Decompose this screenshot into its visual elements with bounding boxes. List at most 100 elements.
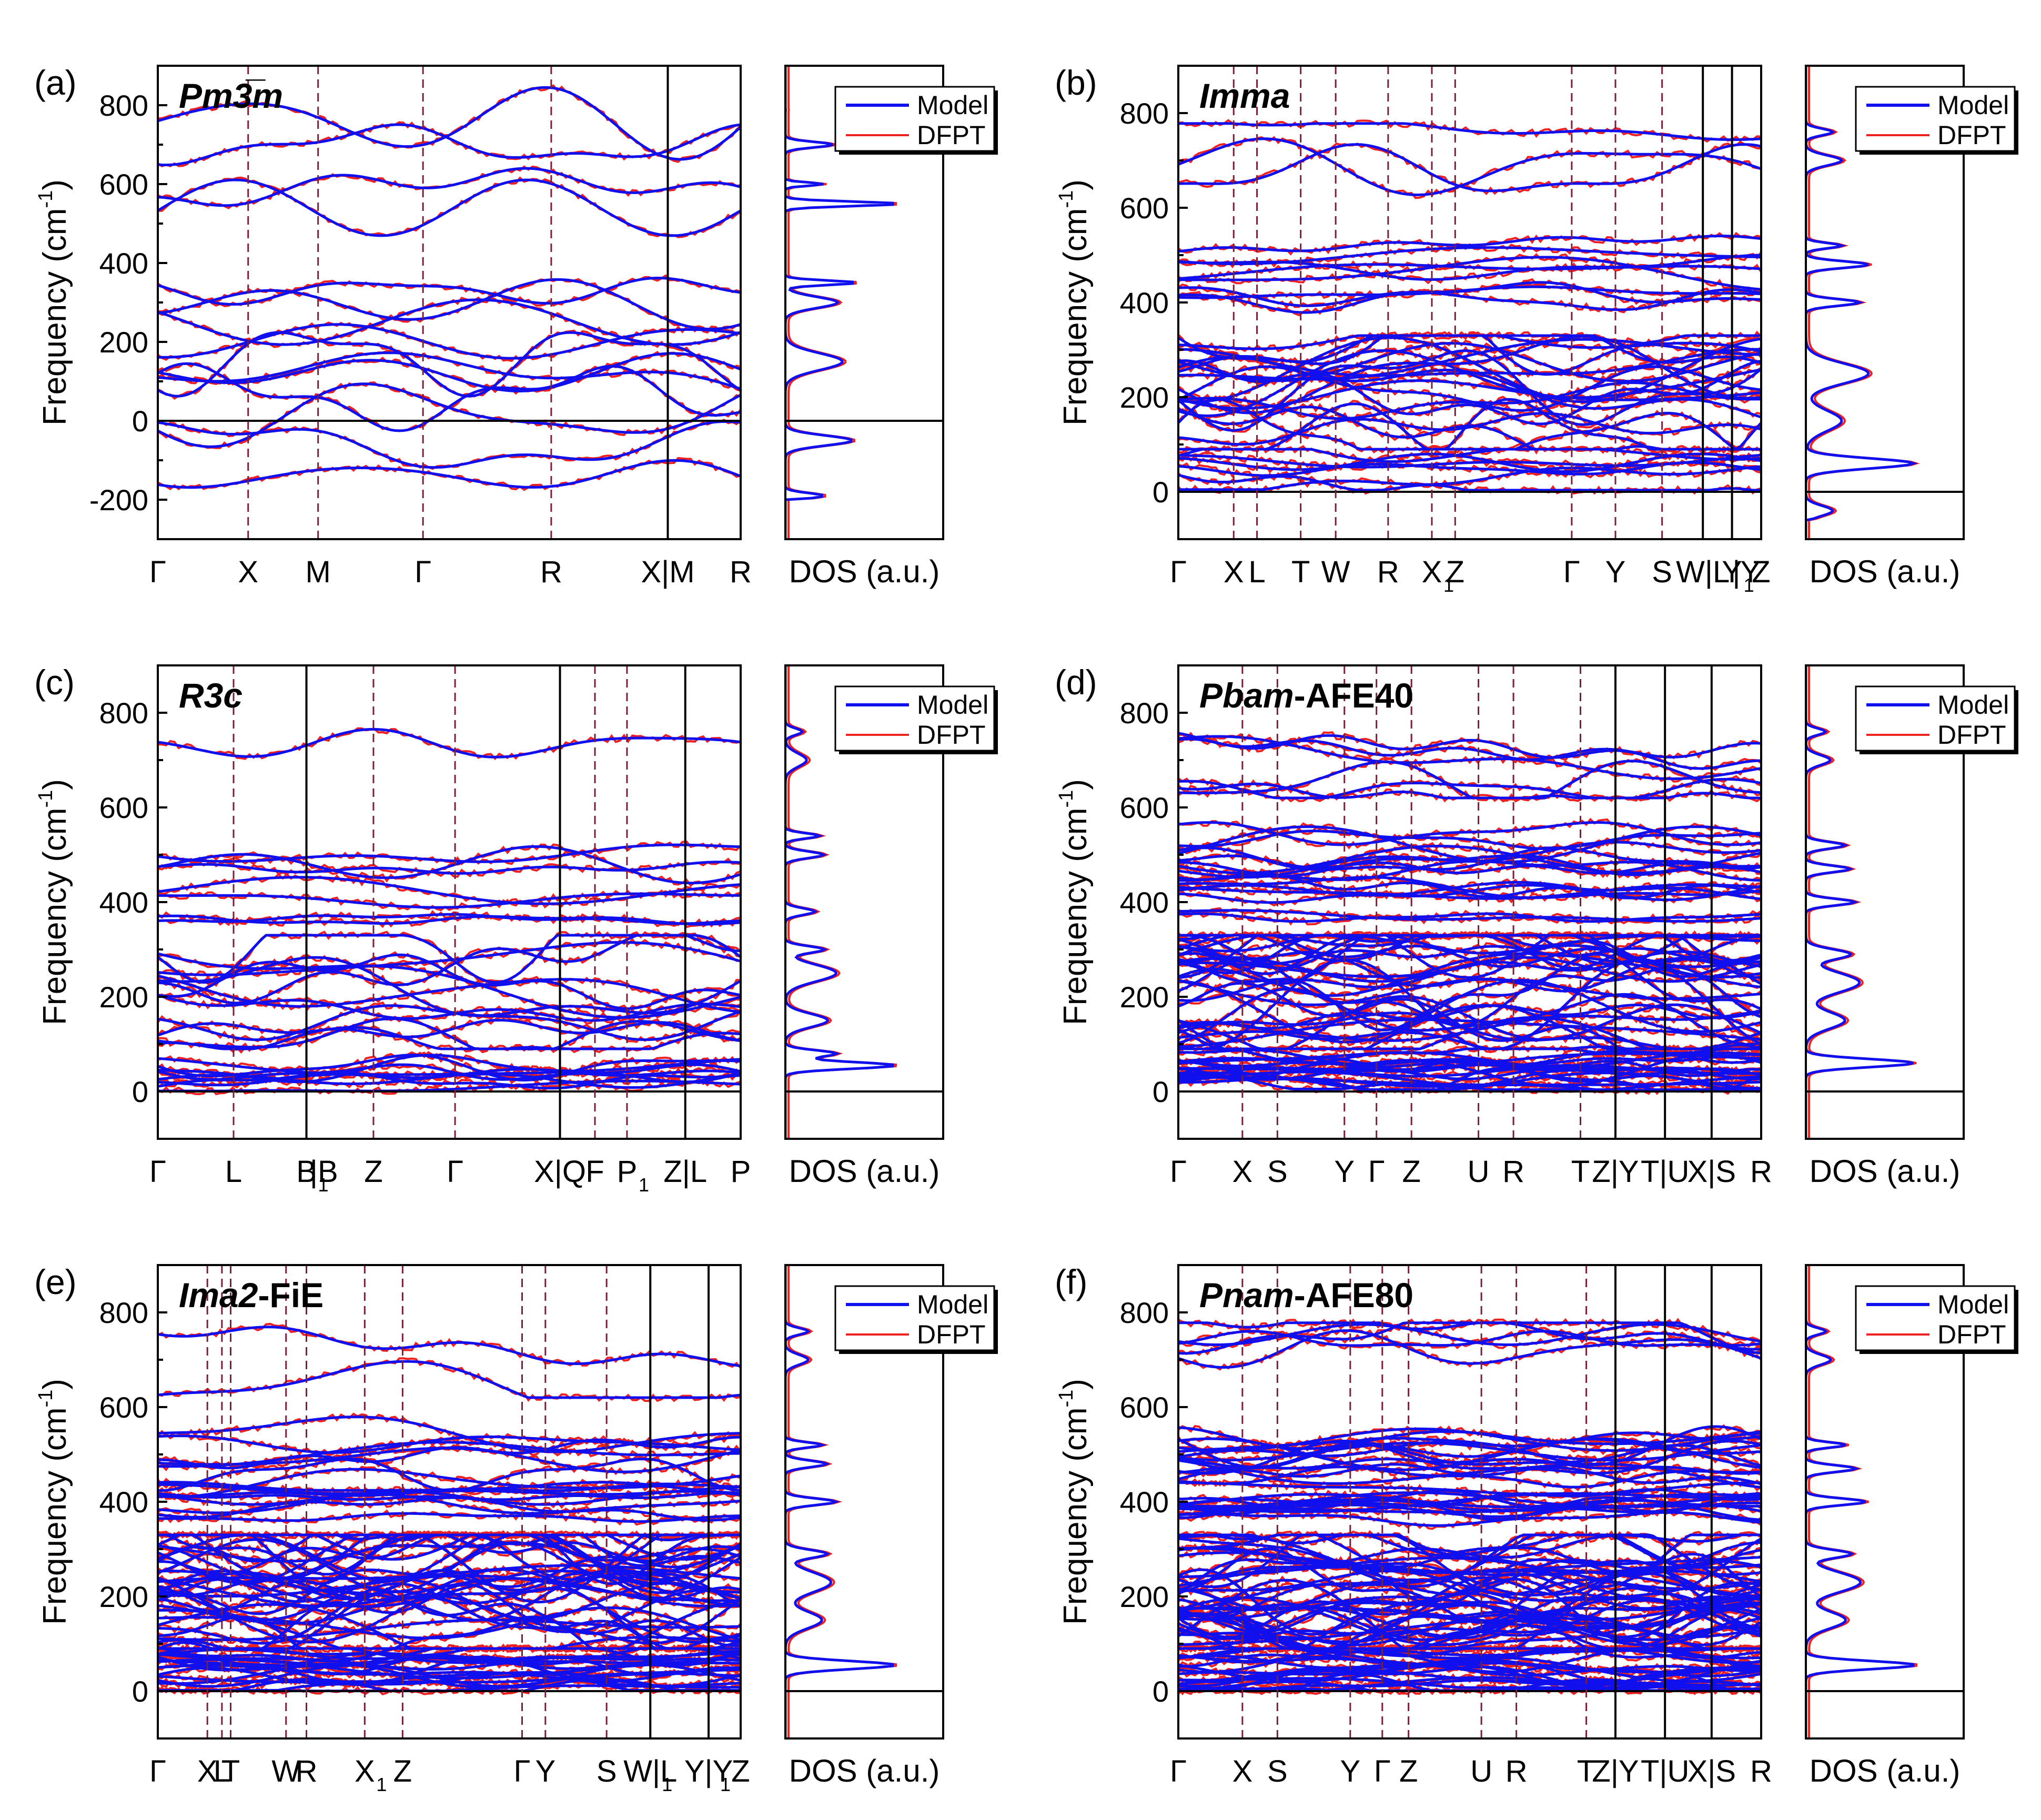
kpoint-label: Z bbox=[1446, 555, 1464, 589]
kpoint-label: X bbox=[1422, 555, 1442, 589]
band-model-line bbox=[158, 1647, 741, 1669]
legend-box bbox=[834, 685, 995, 752]
band-model-line bbox=[158, 352, 741, 393]
band-dfpt-line bbox=[158, 165, 741, 209]
kpoint-label: R bbox=[1750, 1754, 1772, 1788]
kpoint-label: W|L bbox=[1676, 555, 1730, 589]
kpoint-label: Y bbox=[535, 1754, 555, 1788]
band-structure bbox=[158, 1322, 741, 1695]
band-model-line bbox=[158, 1564, 741, 1583]
band-model-line bbox=[158, 941, 741, 976]
band-model-line bbox=[158, 459, 741, 489]
dos-axes-frame bbox=[784, 65, 944, 540]
y-axis-label-sup: -1 bbox=[1055, 1390, 1077, 1408]
legend-dfpt-label: DFPT bbox=[1937, 1320, 2006, 1349]
kpoint-label: S bbox=[597, 1754, 617, 1788]
band-model-line bbox=[158, 913, 741, 925]
panel-title-italic: Imma bbox=[1199, 76, 1290, 115]
band-model-line bbox=[158, 1658, 741, 1680]
kpoint-label: L bbox=[214, 1754, 230, 1788]
band-dfpt-line bbox=[158, 1357, 741, 1402]
band-model-line bbox=[158, 1533, 741, 1584]
kpoint-label: R bbox=[540, 555, 562, 589]
legend-box bbox=[834, 86, 995, 152]
band-model-line bbox=[158, 1647, 741, 1663]
band-model-line bbox=[1178, 122, 1761, 141]
band-model-line bbox=[158, 1054, 741, 1084]
band-model-line bbox=[158, 1481, 741, 1495]
band-dfpt-line bbox=[158, 121, 741, 168]
kpoint-label: P bbox=[617, 1155, 638, 1189]
kpoint-label: R bbox=[1377, 555, 1399, 589]
y-axis-label-sup: -1 bbox=[35, 790, 57, 808]
y-axis-label-sup: -1 bbox=[1055, 790, 1077, 808]
band-model-line bbox=[158, 351, 741, 390]
kpoint-label: Y bbox=[1722, 555, 1742, 589]
y-axis-label: Frequency (cm-1) bbox=[1055, 179, 1094, 426]
panel-letter: (a) bbox=[34, 63, 77, 102]
y-axis-label-sup: -1 bbox=[35, 190, 57, 208]
legend-model-label: Model bbox=[917, 1290, 988, 1319]
kpoint-label: Γ bbox=[1170, 1155, 1187, 1189]
kpoint-label: L bbox=[1248, 555, 1265, 589]
panel-title: Ima2-FiE bbox=[179, 1276, 324, 1315]
band-model-line bbox=[1178, 288, 1761, 314]
kpoint-label: Γ bbox=[149, 1754, 166, 1788]
y-axis-label: Frequency (cm-1) bbox=[35, 1379, 73, 1625]
kpoint-label: T|U bbox=[1641, 1155, 1689, 1189]
kpoint-label: Z bbox=[364, 1155, 382, 1189]
kpoint-label: Z|L bbox=[663, 1155, 707, 1189]
kpoint-label: T bbox=[1571, 1155, 1590, 1189]
band-model-line bbox=[158, 1435, 741, 1470]
kpoint-subscript: 1 bbox=[720, 1774, 731, 1795]
kpoint-subscript: 1 bbox=[318, 1174, 329, 1196]
band-model-line bbox=[158, 1662, 741, 1689]
kpoint-label: Z bbox=[393, 1754, 412, 1788]
kpoint-label: Z|Y bbox=[1592, 1155, 1639, 1189]
band-model-line bbox=[1178, 365, 1761, 412]
legend-dfpt-label: DFPT bbox=[1937, 720, 2006, 750]
band-model-line bbox=[158, 123, 741, 167]
y-axis-label-text: Frequency (cm bbox=[1057, 1408, 1094, 1625]
band-model-line bbox=[158, 1054, 741, 1082]
kpoint-subscript: 1 bbox=[1443, 574, 1454, 596]
y-axis-label: Frequency (cm-1) bbox=[35, 179, 73, 426]
band-structure bbox=[1178, 731, 1761, 1095]
kpoint-label: X|S bbox=[1688, 1155, 1736, 1189]
y-tick-label: 800 bbox=[99, 696, 148, 730]
band-model-line bbox=[158, 178, 741, 237]
band-model-line bbox=[158, 953, 741, 1010]
kpoint-label: Z bbox=[1402, 1155, 1420, 1189]
dos-axis-label: DOS (a.u.) bbox=[789, 1753, 940, 1788]
kpoint-label: R bbox=[1502, 1155, 1524, 1189]
y-tick-label: 600 bbox=[1120, 191, 1169, 225]
kpoint-label: U bbox=[1468, 1155, 1490, 1189]
band-model-line bbox=[158, 1491, 741, 1501]
y-tick-label: 600 bbox=[1120, 791, 1169, 824]
panel-title: Pnam-AFE80 bbox=[1199, 1276, 1413, 1315]
dos-axis-label: DOS (a.u.) bbox=[789, 554, 940, 589]
legend-model-label: Model bbox=[1937, 90, 2009, 120]
legend-model-label: Model bbox=[1937, 690, 2009, 720]
panel-title-italic: R3c bbox=[179, 676, 243, 715]
band-model-line bbox=[158, 1490, 741, 1506]
band-model-line bbox=[158, 323, 741, 360]
kpoint-label: M bbox=[306, 555, 331, 589]
kpoint-label: T|U bbox=[1641, 1754, 1689, 1788]
y-tick-label: 200 bbox=[99, 980, 148, 1014]
band-model-line bbox=[158, 1326, 741, 1368]
band-model-line bbox=[158, 1512, 741, 1523]
legend-box bbox=[1855, 685, 2016, 752]
kpoint-subscript: 1 bbox=[662, 1774, 672, 1795]
band-model-line bbox=[1178, 402, 1761, 451]
y-tick-label: 400 bbox=[1120, 1485, 1169, 1519]
band-model-line bbox=[1178, 143, 1761, 193]
band-model-line bbox=[1178, 235, 1761, 253]
band-dfpt-line bbox=[158, 1509, 741, 1526]
panel-title-italic: Pm3̅m bbox=[179, 76, 283, 115]
kpoint-label: Y bbox=[1334, 1155, 1355, 1189]
